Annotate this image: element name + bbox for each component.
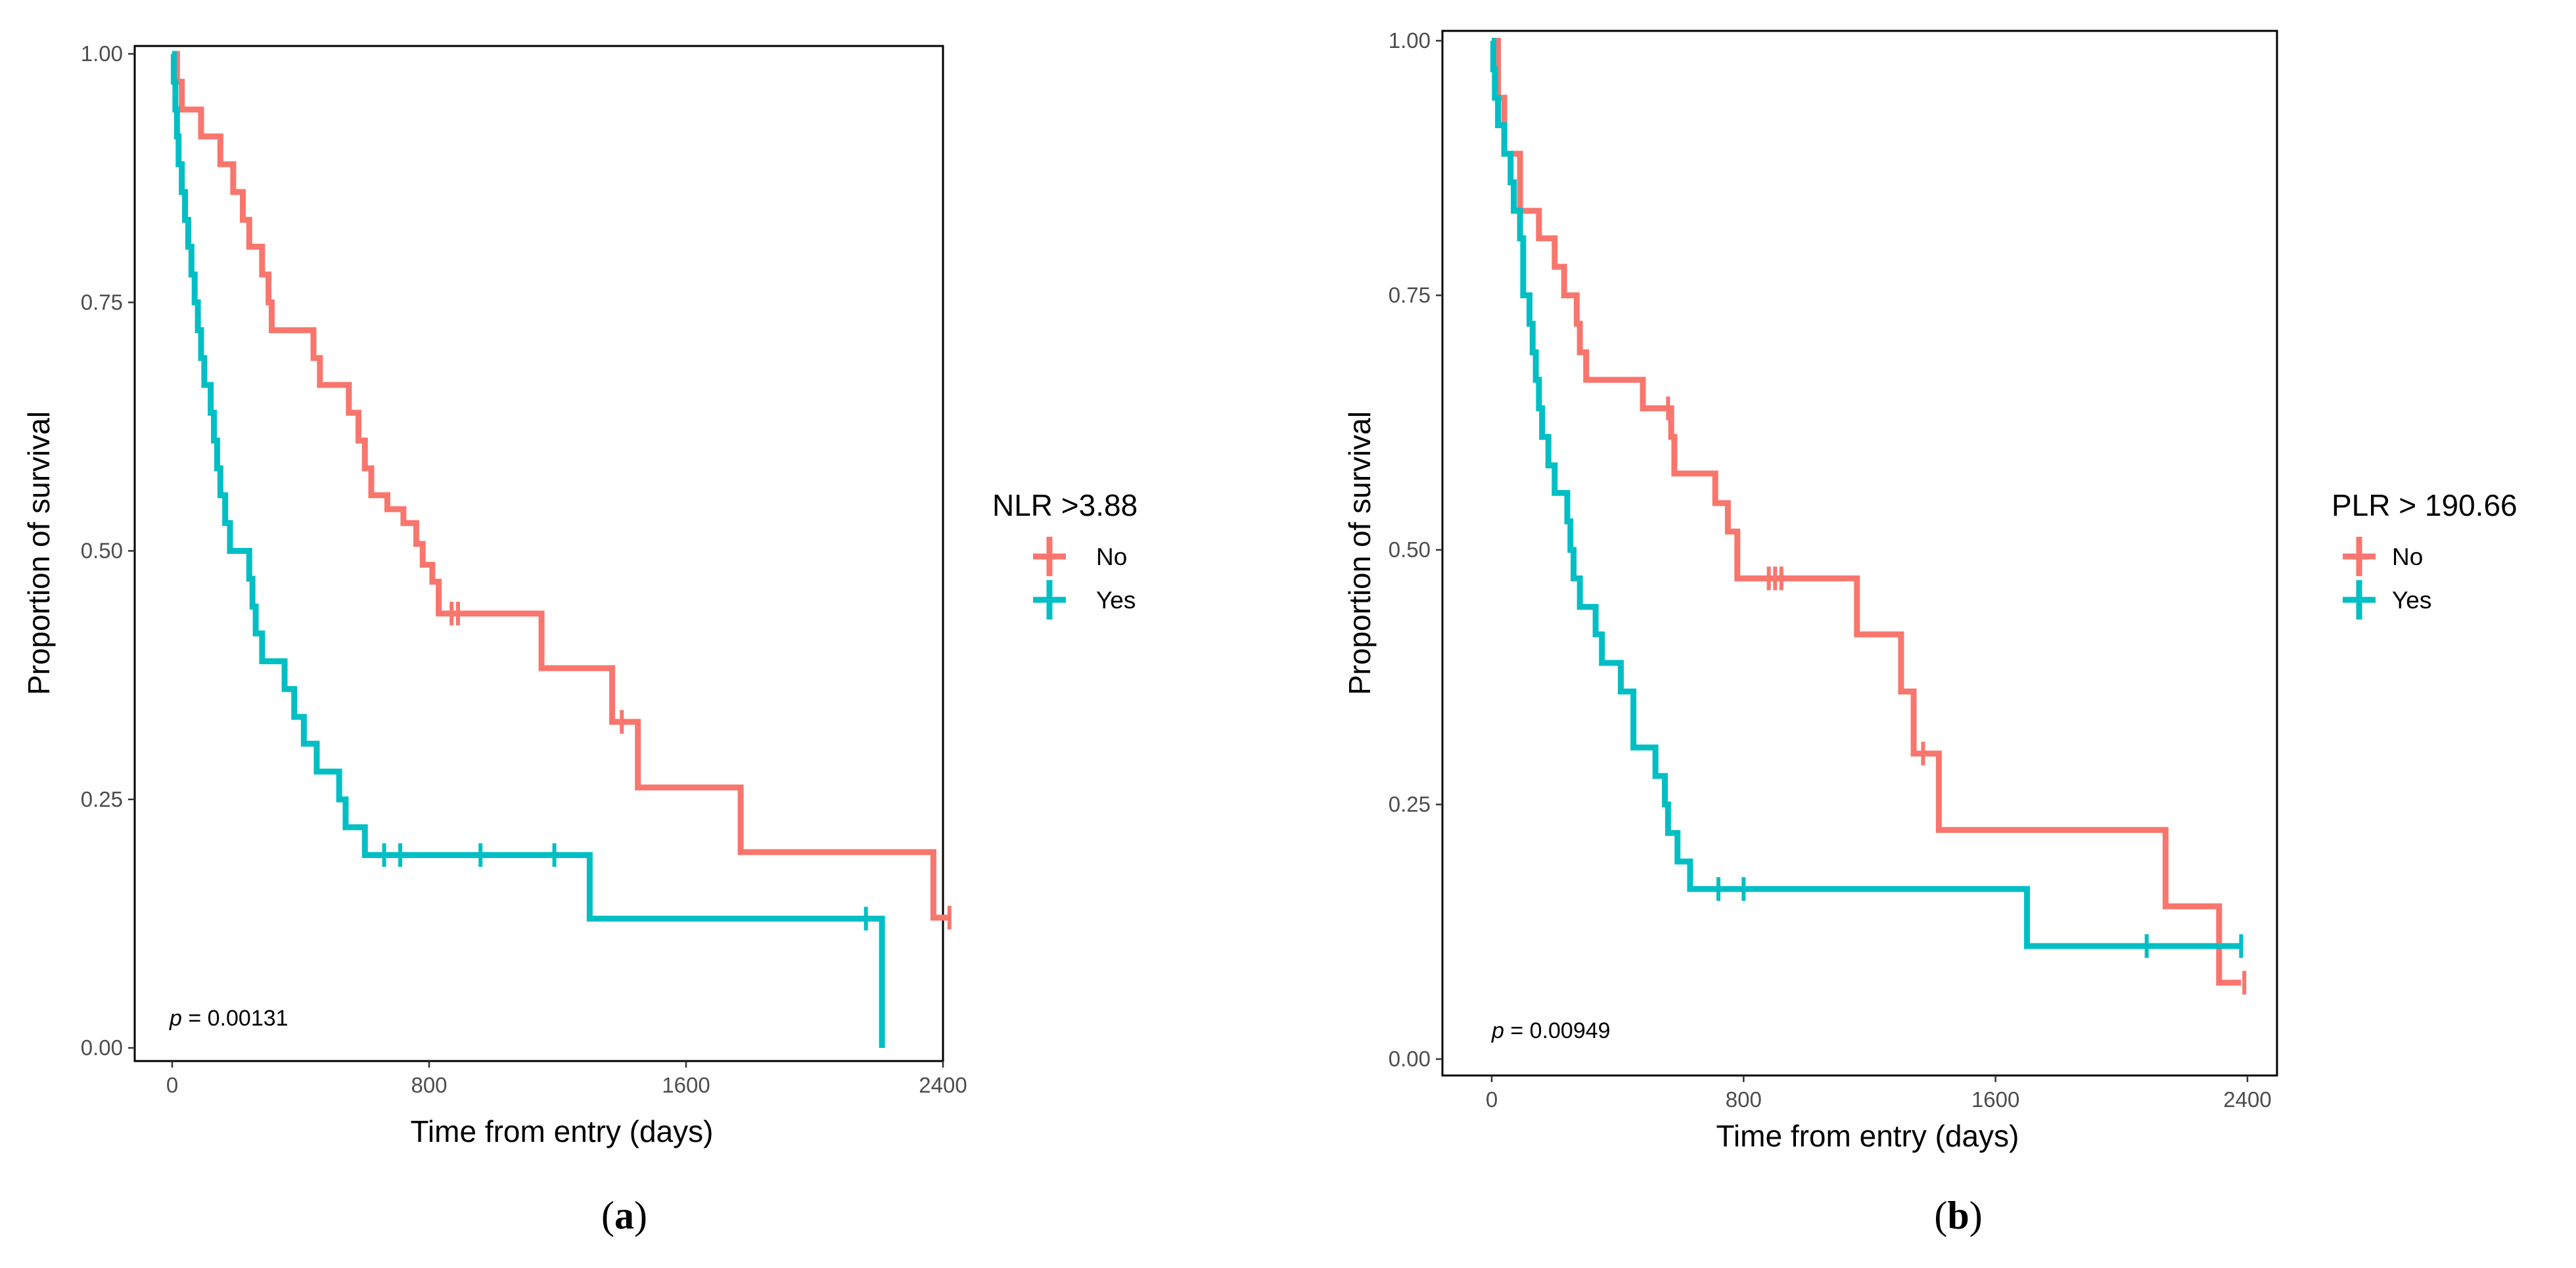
- y-axis-ticks-b: 0.00 0.25 0.50 0.75 1.00: [1389, 28, 1442, 1071]
- y-tick-label: 0.75: [1389, 283, 1431, 307]
- series-lines-b: [1490, 37, 2247, 995]
- x-tick-label: 2400: [2223, 1087, 2271, 1112]
- legend-key-no-a: [1033, 537, 1066, 576]
- caption-letter-b: b: [1947, 1194, 1969, 1237]
- plot-frame-a: [133, 45, 944, 1062]
- x-tick-label: 2400: [919, 1073, 967, 1097]
- y-tick-label: 0.50: [1389, 537, 1431, 562]
- series-line-no: [1492, 37, 2242, 986]
- p-text-b: = 0.00949: [1504, 1018, 1611, 1043]
- series-line-yes: [170, 51, 885, 1048]
- y-axis-title-a: Proportion of survival: [22, 411, 56, 695]
- y-tick-label: 0.75: [81, 290, 123, 314]
- legend-label-yes-a: Yes: [1096, 587, 1136, 614]
- p-symbol-b: p: [1491, 1018, 1504, 1043]
- y-tick-label: 1.00: [1389, 28, 1431, 53]
- caption-a: (a): [601, 1194, 647, 1237]
- x-axis-title-b: Time from entry (days): [1716, 1119, 2019, 1153]
- legend-label-no-a: No: [1096, 543, 1127, 570]
- p-value-a: p = 0.00131: [169, 1006, 288, 1031]
- caption-b: (b): [1934, 1194, 1982, 1237]
- p-symbol-a: p: [169, 1006, 182, 1031]
- x-tick-label: 0: [166, 1073, 178, 1097]
- y-tick-label: 0.25: [1389, 792, 1431, 817]
- y-tick-label: 1.00: [81, 41, 123, 66]
- p-value-b: p = 0.00949: [1491, 1018, 1611, 1043]
- p-text-a: = 0.00131: [182, 1006, 288, 1031]
- x-axis-ticks-b: 0 800 1600 2400: [1486, 1076, 2272, 1112]
- y-tick-label: 0.00: [81, 1035, 123, 1060]
- legend-label-no-b: No: [2392, 543, 2423, 570]
- y-tick-label: 0.25: [81, 787, 123, 811]
- legend-a: NLR >3.88 No Yes: [992, 488, 1138, 620]
- series-lines-a: [170, 51, 952, 1048]
- plot-frame-b: [1441, 30, 2278, 1077]
- legend-label-yes-b: Yes: [2392, 587, 2431, 614]
- x-tick-label: 0: [1486, 1087, 1498, 1112]
- y-tick-label: 0.50: [81, 539, 123, 563]
- y-axis-title-b: Proportion of survival: [1343, 411, 1377, 695]
- y-axis-ticks-a: 0.00 0.25 0.50 0.75 1.00: [81, 41, 135, 1060]
- panel-b: 0.00 0.25 0.50 0.75 1.00 0 800 1600 2400 p = 0.…: [1343, 28, 2518, 1237]
- x-tick-label: 1600: [662, 1073, 710, 1097]
- series-line-no: [172, 51, 950, 921]
- legend-title-b: PLR > 190.66: [2332, 488, 2518, 522]
- x-tick-label: 800: [411, 1073, 447, 1097]
- caption-letter-a: a: [614, 1194, 634, 1237]
- x-tick-label: 800: [1726, 1087, 1762, 1112]
- x-tick-label: 1600: [1971, 1087, 2019, 1112]
- legend-title-a: NLR >3.88: [992, 488, 1138, 522]
- x-axis-ticks-a: 0 800 1600 2400: [166, 1061, 967, 1097]
- legend-b: PLR > 190.66 No Yes: [2332, 488, 2518, 620]
- legend-key-yes-b: [2343, 580, 2376, 620]
- legend-key-no-b: [2343, 537, 2376, 576]
- legend-key-yes-a: [1033, 580, 1066, 620]
- panel-a: 0.00 0.25 0.50 0.75 1.00 0 800 1600 2400 p = 0.…: [22, 41, 1138, 1237]
- x-axis-title-a: Time from entry (days): [411, 1114, 714, 1148]
- series-line-yes: [1490, 37, 2242, 949]
- y-tick-label: 0.00: [1389, 1047, 1431, 1071]
